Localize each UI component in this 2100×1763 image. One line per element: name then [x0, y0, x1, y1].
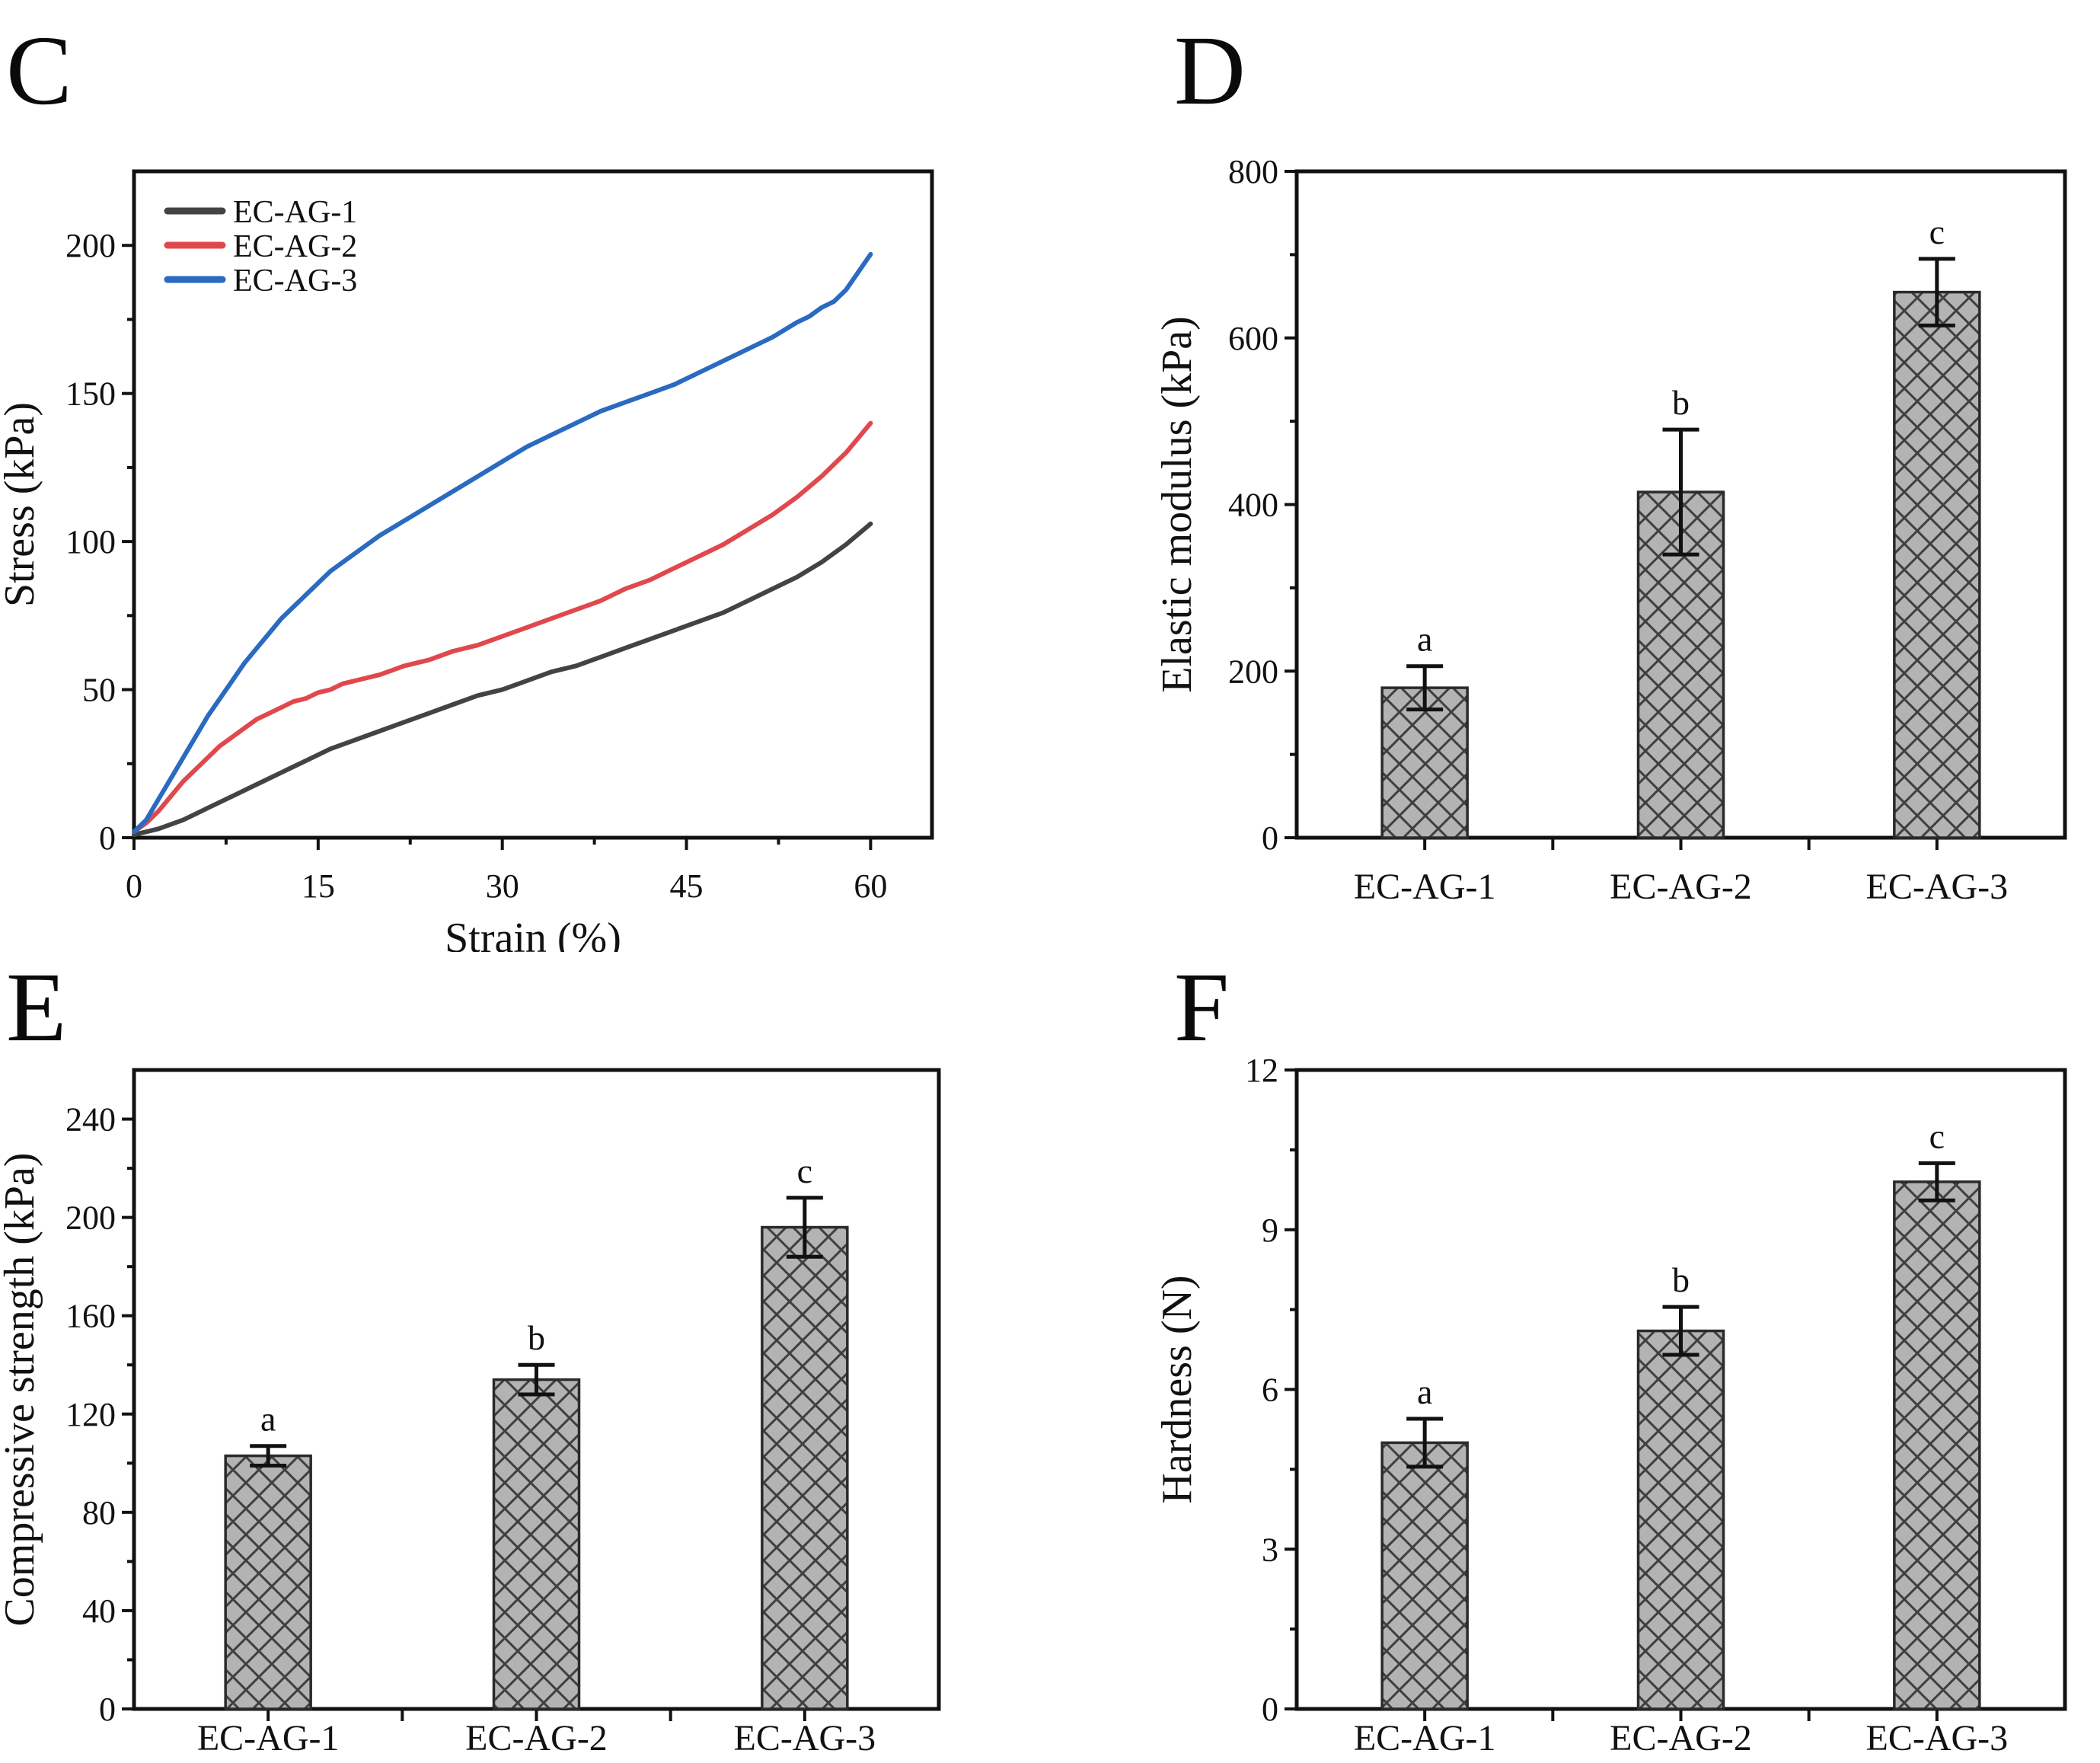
legend-label-ec-ag-1: EC-AG-1	[233, 195, 357, 230]
bar-ec-ag-1	[1380, 686, 1469, 839]
y-tick-label: 240	[65, 1101, 116, 1139]
series-line-ec-ag-2	[132, 420, 873, 835]
y-tick-label: 12	[1245, 1052, 1278, 1089]
y-tick-label: 200	[1228, 653, 1278, 690]
y-tick-label: 0	[99, 819, 116, 857]
panel-letter-e: E	[6, 953, 67, 1062]
y-tick-label: 800	[1228, 153, 1278, 190]
sig-letter: c	[1929, 212, 1945, 251]
series-line-ec-ag-1	[132, 521, 873, 838]
x-axis-title: Strain (%)	[445, 915, 621, 952]
error-bar	[250, 1444, 287, 1468]
chart-f-hardness: 0 3 6 9 12 Hardness (N) EC-AG-1 EC-AG-2 EC-AG-3 a…	[1154, 1052, 2067, 1758]
x-tick-label: 60	[854, 867, 887, 905]
x-axis: EC-AG-1 EC-AG-2 EC-AG-3	[1354, 838, 2008, 907]
category-label-ec-ag-3: EC-AG-3	[1866, 1718, 2009, 1758]
panel-e: E 0 40 80 120 160 200 240 Compressive strength …	[0, 952, 1050, 1763]
y-axis: 0 200 400 600 800	[1228, 153, 1297, 857]
category-label-ec-ag-1: EC-AG-1	[1354, 1718, 1496, 1758]
y-tick-label: 40	[82, 1592, 116, 1630]
sig-letter: b	[528, 1318, 545, 1357]
y-tick-label: 120	[65, 1396, 116, 1433]
chart-e-compressive-strength: 0 40 80 120 160 200 240 Compressive strength (k…	[0, 1068, 941, 1758]
error-bar	[1406, 664, 1444, 712]
panel-letter-d: D	[1174, 16, 1246, 126]
legend: EC-AG-1EC-AG-2EC-AG-3	[164, 195, 357, 299]
panel-letter-c: C	[6, 16, 72, 126]
bar-ec-ag-2	[1636, 1329, 1725, 1710]
chart-d-elastic-modulus: 0 200 400 600 800 Elastic modulus (kPa) EC-AG-…	[1154, 153, 2067, 907]
category-label-ec-ag-1: EC-AG-1	[1354, 867, 1496, 907]
bar-ec-ag-3	[761, 1225, 849, 1710]
y-axis: 0 40 80 120 160 200 240	[65, 1101, 134, 1728]
plot-frame	[132, 169, 934, 840]
category-label-ec-ag-1: EC-AG-1	[197, 1718, 340, 1758]
sig-letter: a	[260, 1400, 276, 1439]
y-tick-label: 0	[99, 1691, 116, 1728]
panel-f: F 0 3 6 9 12 Hardness (N) EC-AG-1 EC-AG-2 EC-AG-…	[1050, 952, 2100, 1763]
bar-ec-ag-1	[224, 1454, 312, 1710]
y-axis-title: Stress (kPa)	[0, 402, 43, 607]
y-tick-label: 0	[1262, 819, 1278, 857]
y-tick-label: 400	[1228, 487, 1278, 524]
y-axis: 0 3 6 9 12	[1245, 1052, 1297, 1728]
category-label-ec-ag-2: EC-AG-2	[465, 1718, 608, 1758]
sig-letter: c	[1929, 1116, 1945, 1155]
error-bar	[1918, 1161, 1955, 1202]
error-bar	[1918, 257, 1955, 327]
y-tick-label: 6	[1262, 1372, 1278, 1409]
error-bar	[786, 1196, 823, 1259]
panel-d: D 0 200 400 600 800 Elastic modulus (kPa) EC-A…	[1050, 0, 2100, 952]
x-tick-label: 15	[302, 867, 335, 905]
y-axis-title: Elastic modulus (kPa)	[1154, 316, 1201, 693]
y-tick-label: 3	[1262, 1531, 1278, 1568]
sig-letter: a	[1417, 620, 1432, 659]
y-tick-label: 80	[82, 1494, 116, 1531]
sig-letter: b	[1672, 383, 1690, 422]
legend-label-ec-ag-3: EC-AG-3	[233, 263, 357, 299]
x-axis: EC-AG-1 EC-AG-2 EC-AG-3	[197, 1709, 876, 1758]
sig-letter: b	[1672, 1260, 1690, 1299]
series-line-ec-ag-3	[132, 251, 873, 835]
y-tick-label: 160	[65, 1298, 116, 1335]
x-tick-label: 0	[126, 867, 142, 905]
category-label-ec-ag-3: EC-AG-3	[734, 1718, 876, 1758]
x-axis: 0 15 30 45 60	[126, 838, 887, 905]
error-bar	[1662, 427, 1699, 557]
category-label-ec-ag-2: EC-AG-2	[1610, 867, 1752, 907]
y-tick-label: 50	[82, 672, 116, 709]
x-axis: EC-AG-1 EC-AG-2 EC-AG-3	[1354, 1709, 2008, 1758]
chart-c-stress-strain: 0 50 100 150 200 Stress (kPa) 0 15 30 45 60 Strain …	[0, 169, 934, 952]
x-tick-label: 45	[670, 867, 704, 905]
sig-letter: c	[797, 1151, 812, 1190]
bar-ec-ag-3	[1893, 1180, 1981, 1710]
category-label-ec-ag-2: EC-AG-2	[1610, 1718, 1752, 1758]
error-bar	[1406, 1416, 1444, 1469]
y-tick-label: 100	[65, 523, 116, 561]
category-label-ec-ag-3: EC-AG-3	[1866, 867, 2009, 907]
y-axis: 0 50 100 150 200	[65, 227, 134, 857]
error-bar	[518, 1362, 555, 1397]
y-tick-label: 200	[65, 227, 116, 264]
error-bar	[1662, 1305, 1699, 1357]
bar-ec-ag-1	[1380, 1441, 1469, 1710]
legend-label-ec-ag-2: EC-AG-2	[233, 229, 357, 264]
x-tick-label: 30	[486, 867, 519, 905]
y-tick-label: 9	[1262, 1212, 1278, 1249]
panel-letter-f: F	[1174, 953, 1230, 1062]
y-tick-label: 150	[65, 375, 116, 413]
y-tick-label: 0	[1262, 1691, 1278, 1728]
y-axis-title: Hardness (N)	[1154, 1275, 1201, 1503]
y-axis-title: Compressive strength (kPa)	[0, 1152, 43, 1626]
panel-c: C 0 50 100 150 200 Stress (kPa) 0 15 30 45 60 Strai…	[0, 0, 1050, 952]
bar-ec-ag-3	[1893, 290, 1981, 839]
sig-letter: a	[1417, 1372, 1432, 1411]
bar-ec-ag-2	[492, 1378, 581, 1710]
y-tick-label: 200	[65, 1199, 116, 1237]
y-tick-label: 600	[1228, 320, 1278, 357]
